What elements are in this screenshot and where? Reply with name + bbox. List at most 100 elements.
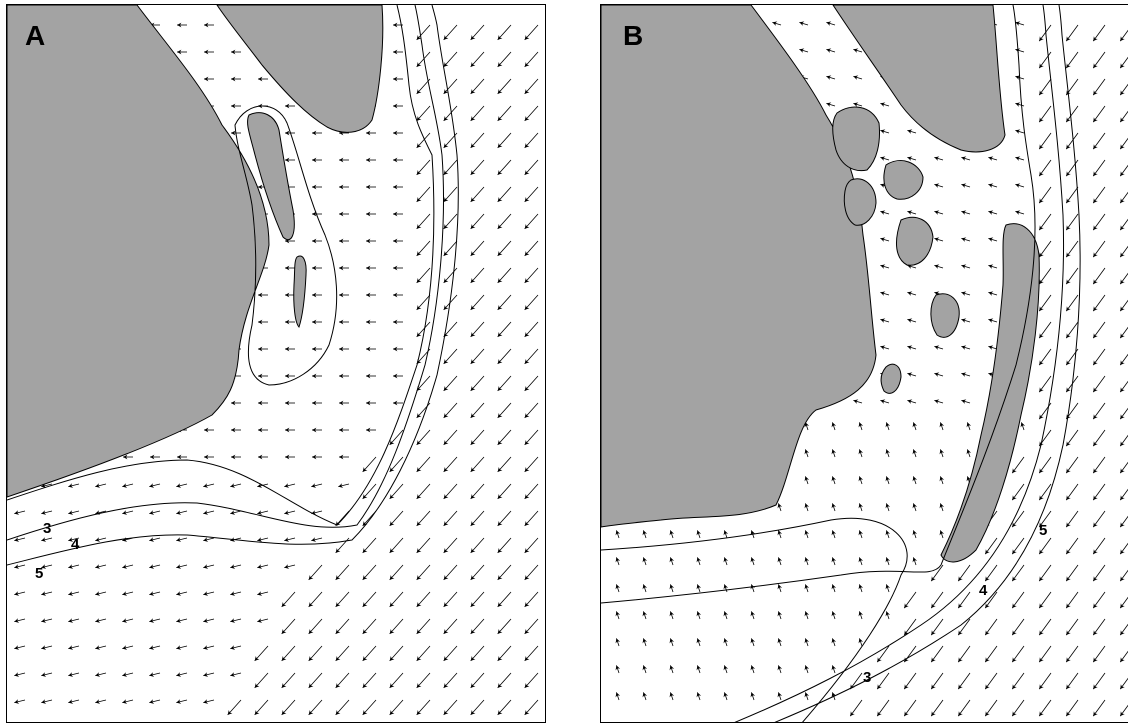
flow-arrowhead: [149, 672, 155, 677]
flow-arrowhead: [858, 476, 864, 482]
flow-vector: [308, 672, 323, 689]
flow-arrowhead: [497, 89, 503, 94]
flow-arrowhead: [366, 400, 371, 406]
flow-arrowhead: [1120, 603, 1125, 609]
flow-arrowhead: [1120, 171, 1125, 177]
flow-arrowhead: [934, 264, 940, 269]
flow-arrowhead: [95, 618, 101, 623]
flow-arrowhead: [877, 657, 882, 663]
flow-vector: [416, 645, 431, 662]
flow-arrowhead: [497, 386, 503, 391]
flow-arrowhead: [362, 710, 368, 715]
flow-vector: [1065, 294, 1079, 312]
flow-vector: [524, 483, 539, 500]
flow-vector: [1038, 51, 1052, 69]
flow-vector: [1119, 326, 1128, 339]
flow-vector: [1038, 591, 1052, 609]
flow-arrowhead: [524, 602, 530, 607]
flow-arrowhead: [1120, 225, 1125, 231]
flow-vector: [389, 537, 404, 554]
flow-arrowhead: [804, 611, 810, 617]
flow-vector: [849, 699, 863, 717]
flow-vector: [470, 24, 485, 41]
flow-vector: [470, 78, 485, 95]
flow-vector: [470, 240, 485, 257]
flow-arrowhead: [41, 672, 47, 677]
flow-arrowhead: [958, 684, 963, 690]
flow-arrowhead: [312, 427, 317, 433]
flow-arrowhead: [985, 603, 990, 609]
flow-arrowhead: [443, 467, 449, 472]
flow-vector: [524, 402, 539, 419]
flow-arrowhead: [826, 48, 832, 53]
flow-arrowhead: [257, 537, 263, 542]
flow-vector: [470, 483, 485, 500]
flow-vector: [1065, 321, 1079, 339]
flow-arrowhead: [804, 665, 810, 671]
flow-vector: [1119, 650, 1128, 663]
flow-vector: [1092, 105, 1106, 123]
flow-vector: [497, 672, 512, 689]
flow-arrowhead: [1093, 549, 1098, 555]
flow-arrowhead: [1066, 441, 1071, 447]
flow-arrowhead: [1039, 603, 1044, 609]
contour-label-5: 5: [35, 565, 43, 582]
flow-arrowhead: [723, 557, 729, 563]
flow-arrowhead: [931, 603, 936, 609]
flow-arrowhead: [1093, 468, 1098, 474]
flow-arrowhead: [308, 575, 314, 580]
flow-arrowhead: [204, 76, 209, 82]
flow-arrowhead: [149, 537, 155, 542]
flow-vector: [524, 699, 539, 716]
flow-arrowhead: [615, 638, 621, 644]
flow-arrowhead: [804, 530, 810, 536]
flow-vector: [254, 699, 269, 716]
flow-vector: [524, 510, 539, 527]
flow-vector: [470, 618, 485, 635]
flow-arrowhead: [227, 710, 233, 715]
flow-arrowhead: [642, 584, 648, 590]
flow-arrowhead: [1093, 36, 1098, 42]
flow-arrowhead: [826, 75, 832, 80]
flow-arrowhead: [416, 494, 422, 499]
flow-arrowhead: [416, 224, 422, 229]
flow-arrowhead: [885, 557, 891, 563]
flow-arrowhead: [1066, 630, 1071, 636]
flow-vector: [957, 591, 971, 609]
flow-arrowhead: [934, 237, 940, 242]
flow-vector: [1119, 704, 1128, 717]
flow-vector: [443, 348, 458, 365]
flow-vector: [930, 591, 944, 609]
flow-vector: [524, 159, 539, 176]
flow-vector: [957, 645, 971, 663]
flow-vector: [416, 591, 431, 608]
flow-arrowhead: [696, 692, 702, 698]
flow-arrowhead: [497, 305, 503, 310]
flow-vector: [984, 618, 998, 636]
flow-arrowhead: [1012, 522, 1017, 528]
flow-arrowhead: [416, 440, 422, 445]
flow-arrowhead: [149, 483, 155, 488]
flow-arrowhead: [416, 251, 422, 256]
island-a-1: [247, 112, 295, 241]
flow-arrowhead: [335, 683, 341, 688]
flow-vector: [254, 645, 269, 662]
flow-arrowhead: [669, 557, 675, 563]
flow-arrowhead: [285, 346, 290, 352]
flow-vector: [524, 240, 539, 257]
flow-arrowhead: [958, 711, 963, 717]
flow-vector: [389, 591, 404, 608]
flow-vector: [1119, 164, 1128, 177]
flow-arrowhead: [14, 645, 20, 650]
flow-arrowhead: [1039, 360, 1044, 366]
flow-arrowhead: [308, 683, 314, 688]
flow-vector: [1038, 537, 1052, 555]
flow-vector: [1038, 159, 1052, 177]
flow-arrowhead: [362, 683, 368, 688]
flow-arrowhead: [831, 476, 837, 482]
flow-arrowhead: [393, 373, 398, 379]
flow-vector: [470, 213, 485, 230]
flow-vector: [1038, 618, 1052, 636]
flow-vector: [1092, 321, 1106, 339]
flow-arrowhead: [443, 170, 449, 175]
